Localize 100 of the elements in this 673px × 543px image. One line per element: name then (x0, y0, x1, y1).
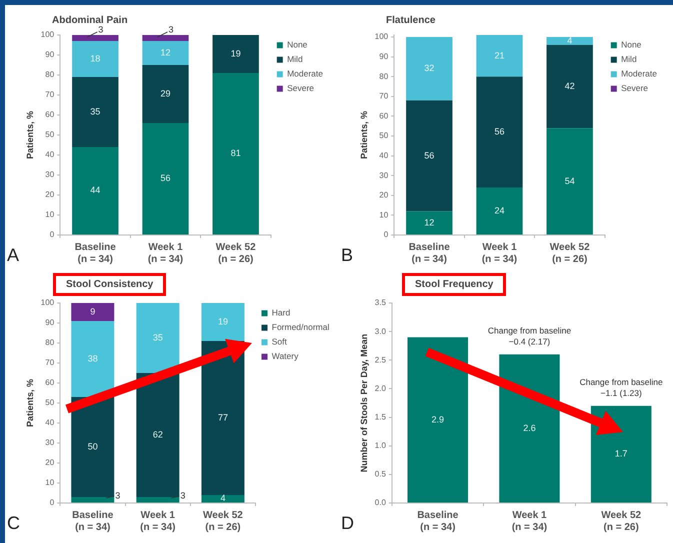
bar (406, 100, 452, 212)
bar (136, 373, 180, 497)
x-tick-label: Week 52 (n = 26) (550, 242, 590, 265)
data-label: 38 (88, 353, 98, 364)
bar (201, 495, 244, 502)
y-tick-label: 90 (45, 318, 55, 328)
data-label: 18 (90, 53, 100, 64)
data-label: 2.9 (432, 414, 444, 424)
bar (406, 36, 452, 100)
y-tick-label: 90 (45, 50, 55, 60)
y-tick-label: 3.5 (374, 298, 386, 308)
bar (71, 321, 114, 397)
bar (142, 41, 189, 65)
data-label: 54 (564, 176, 575, 186)
legend-label: Moderate (621, 68, 658, 79)
highlight-frame: Stool Consistency (53, 273, 166, 296)
bar (71, 497, 114, 502)
data-label: 32 (424, 63, 434, 74)
legend-label: Mild (621, 54, 637, 64)
y-tick-label: 50 (45, 398, 55, 408)
bar (142, 35, 189, 41)
legend-label: Soft (272, 336, 288, 347)
y-tick-label: 20 (45, 190, 55, 200)
data-label: 56 (160, 173, 170, 184)
text: C (7, 513, 20, 534)
annotation: 3 (98, 24, 104, 34)
x-tick-label: Week 1 (n = 34) (482, 242, 518, 265)
data-label: 2.6 (523, 422, 536, 433)
chart-title: Stool Consistency (66, 279, 154, 290)
data-label: 21 (494, 50, 504, 60)
data-label: 12 (160, 47, 170, 58)
y-tick-label: 100 (40, 298, 55, 308)
y-tick-label: 0.5 (374, 470, 386, 479)
data-label: 19 (218, 316, 228, 326)
data-label: 56 (424, 150, 434, 160)
bar (71, 303, 114, 321)
bar (72, 77, 118, 147)
x-tick-label: Week 52 (n = 26) (601, 510, 642, 533)
y-axis-title: Number of Stools Per Day, Mean (358, 334, 369, 472)
x-tick-label: Week 52 (n = 26) (203, 510, 244, 533)
y-tick-label: 2.5 (374, 355, 386, 364)
annotation: Change from baseline −0.4 (2.17) (488, 325, 572, 346)
bar (476, 35, 523, 77)
chart-title: Flatulence (386, 15, 436, 26)
y-tick-label: 0 (50, 230, 55, 240)
bar (590, 406, 652, 502)
y-axis-title: Patients, % (24, 378, 35, 428)
bar (499, 354, 560, 502)
y-tick-label: 60 (45, 378, 55, 388)
y-axis-title: Patients, % (24, 110, 35, 160)
data-label: 77 (218, 412, 228, 422)
annotation: 3 (168, 24, 174, 34)
highlight-frame: Stool Frequency (402, 273, 506, 296)
bar (546, 36, 593, 45)
legend-label: Watery (272, 351, 300, 362)
bar (71, 397, 114, 497)
y-tick-label: 90 (379, 52, 389, 61)
y-tick-label: 70 (45, 358, 55, 368)
y-tick-label: 40 (45, 150, 55, 160)
data-label: 4 (567, 35, 572, 46)
data-label: 44 (90, 185, 100, 196)
bar (136, 497, 180, 502)
chart-title: Stool Frequency (415, 279, 494, 290)
legend-label: Mild (287, 54, 303, 64)
data-label: 24 (494, 205, 504, 216)
legend-label: Formed/normal (272, 322, 330, 332)
legend-label: None (621, 40, 642, 50)
y-tick-label: 80 (45, 338, 55, 348)
bar (72, 41, 118, 77)
y-tick-label: 0 (384, 230, 389, 240)
legend-label: Severe (621, 83, 648, 94)
bar (136, 303, 180, 373)
y-tick-label: 70 (379, 92, 389, 101)
y-tick-label: 100 (374, 32, 389, 42)
data-label: 56 (494, 126, 504, 137)
data-label: 62 (152, 429, 163, 440)
y-tick-label: 1.0 (374, 441, 386, 450)
y-tick-label: 0 (50, 498, 55, 508)
annotation: 3 (115, 490, 120, 500)
y-tick-label: 80 (45, 70, 55, 80)
x-tick-label: Week 1 (n = 34) (148, 242, 184, 265)
y-tick-label: 20 (45, 458, 55, 468)
bar (201, 341, 244, 495)
text: B (341, 245, 354, 266)
data-label: 4 (220, 493, 226, 504)
y-tick-label: 40 (379, 150, 389, 160)
y-axis-title: Patients, % (358, 110, 369, 160)
x-tick-label: Baseline (n = 34) (74, 242, 116, 265)
bar (72, 35, 118, 41)
bar (546, 44, 593, 128)
bar (212, 73, 259, 234)
x-tick-label: Week 52 (n = 26) (216, 242, 256, 265)
y-tick-label: 10 (379, 210, 389, 220)
y-tick-label: 40 (45, 418, 55, 428)
legend-label: Severe (287, 83, 314, 94)
annotation: 3 (180, 490, 186, 500)
y-tick-label: 2.0 (374, 384, 386, 393)
x-tick-label: Baseline (n = 34) (72, 510, 114, 533)
y-tick-label: 20 (379, 190, 389, 200)
y-tick-label: 70 (45, 90, 55, 100)
